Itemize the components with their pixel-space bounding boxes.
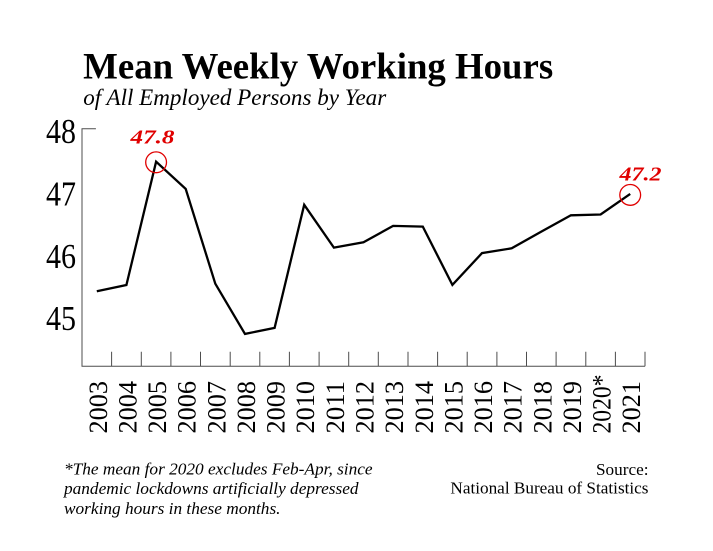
svg-text:2005: 2005 [142, 381, 172, 434]
svg-text:Mean Weekly Working Hours: Mean Weekly Working Hours [83, 45, 553, 86]
svg-text:2010: 2010 [290, 381, 320, 434]
svg-text:2018: 2018 [527, 381, 557, 434]
svg-text:pandemic lockdowns artificiall: pandemic lockdowns artificially depresse… [62, 479, 359, 498]
svg-text:2021: 2021 [616, 381, 646, 434]
svg-text:2003: 2003 [83, 381, 113, 434]
svg-text:2004: 2004 [112, 381, 142, 434]
svg-text:2008: 2008 [231, 381, 261, 434]
svg-text:2012: 2012 [350, 381, 380, 434]
svg-text:2015: 2015 [438, 381, 468, 434]
svg-text:2017: 2017 [498, 381, 528, 434]
svg-text:National Bureau of Statistics: National Bureau of Statistics [450, 478, 648, 497]
svg-text:2014: 2014 [409, 381, 439, 434]
svg-text:of All Employed Persons by Yea: of All Employed Persons by Year [83, 85, 387, 111]
svg-text:working hours in these months.: working hours in these months. [64, 499, 281, 518]
svg-text:2006: 2006 [172, 381, 202, 434]
svg-text:2019: 2019 [557, 381, 587, 434]
svg-text:Source:: Source: [596, 460, 649, 479]
svg-text:2016: 2016 [468, 381, 498, 434]
svg-text:2007: 2007 [201, 381, 231, 434]
svg-text:47.2: 47.2 [618, 164, 661, 186]
svg-text:47: 47 [46, 175, 76, 214]
svg-text:2020*: 2020* [587, 375, 617, 434]
svg-text:2011: 2011 [320, 381, 350, 434]
svg-text:47.8: 47.8 [129, 127, 174, 149]
svg-text:45: 45 [46, 299, 76, 338]
svg-text:2013: 2013 [379, 381, 409, 434]
svg-text:48: 48 [46, 112, 76, 151]
svg-text:*The mean for 2020 excludes Fe: *The mean for 2020 excludes Feb-Apr, sin… [64, 459, 373, 478]
svg-text:46: 46 [46, 237, 76, 276]
svg-text:2009: 2009 [261, 381, 291, 434]
